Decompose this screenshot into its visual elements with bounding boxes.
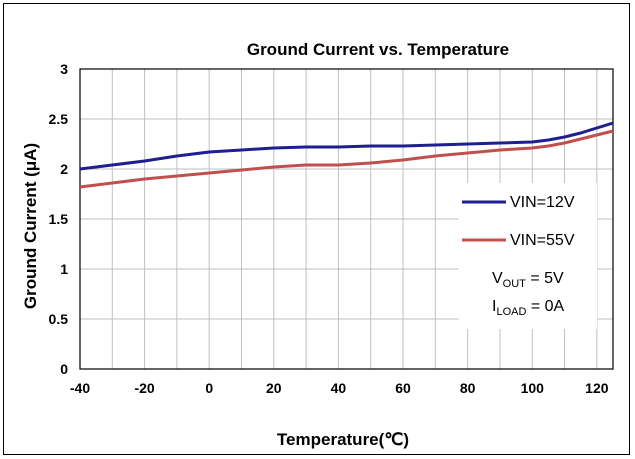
legend-label-vin12: VIN=12V bbox=[510, 194, 575, 211]
y-tick-label: 2 bbox=[60, 161, 68, 177]
x-tick-label: 60 bbox=[395, 380, 411, 396]
chart-title: Ground Current vs. Temperature bbox=[247, 40, 509, 59]
y-tick-label: 0.5 bbox=[49, 311, 69, 327]
chart: Ground Current vs. Temperature -40 -20 0 20… bbox=[21, 40, 614, 449]
series-group bbox=[79, 121, 614, 189]
tick-labels: -40 -20 0 20 40 60 80 100 120 0 0.5 1 1.5 2 2.5 3 bbox=[49, 61, 609, 396]
y-axis-label: Ground Current (μA) bbox=[21, 143, 40, 309]
chart-frame: Ground Current vs. Temperature -40 -20 0 20… bbox=[3, 3, 630, 455]
annotation-vout: VOUT = 5V bbox=[492, 270, 564, 290]
legend-background bbox=[459, 183, 597, 329]
y-tick-label: 1 bbox=[60, 261, 68, 277]
x-tick-label: -40 bbox=[70, 380, 90, 396]
legend-box: VIN=12V VIN=55V VOUT = 5V ILOAD = 0A bbox=[459, 183, 597, 329]
plot-border bbox=[79, 68, 614, 370]
x-tick-label: -20 bbox=[134, 380, 154, 396]
annotation-iload: ILOAD = 0A bbox=[492, 298, 565, 318]
x-axis-label: Temperature(℃) bbox=[277, 430, 409, 449]
x-tick-label: 20 bbox=[266, 380, 282, 396]
x-tick-label: 40 bbox=[331, 380, 347, 396]
x-tick-label: 100 bbox=[521, 380, 545, 396]
series-line-vin12 bbox=[79, 121, 614, 171]
axes bbox=[79, 68, 614, 370]
y-tick-label: 1.5 bbox=[49, 211, 69, 227]
legend-label-vin55: VIN=55V bbox=[510, 232, 575, 249]
x-tick-label: 80 bbox=[460, 380, 476, 396]
y-tick-label: 0 bbox=[60, 361, 68, 377]
x-tick-label: 120 bbox=[585, 380, 609, 396]
series-line-vin55 bbox=[79, 129, 614, 189]
x-tick-label: 0 bbox=[205, 380, 213, 396]
y-tick-label: 2.5 bbox=[49, 111, 69, 127]
y-tick-label: 3 bbox=[60, 61, 68, 77]
